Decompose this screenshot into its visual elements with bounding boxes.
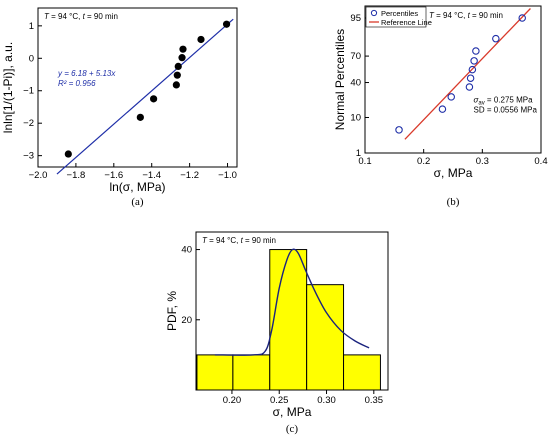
y-tick-label: 10 [350, 112, 361, 123]
panel-label: (c) [286, 423, 299, 435]
y-tick-label: 95 [350, 13, 361, 24]
x-tick-label: 0.20 [223, 395, 242, 406]
x-tick-label: 0.4 [534, 156, 547, 167]
percentile-point [472, 47, 480, 55]
histogram-bar [232, 354, 271, 391]
y-tick-label: 40 [181, 245, 192, 256]
y-axis-label: Normal Percentiles [333, 29, 347, 130]
conditions-annotation: T = 94 °C, t = 90 min [429, 11, 503, 20]
data-point [222, 20, 231, 28]
y-tick-label: 40 [350, 78, 361, 89]
x-tick-label: 0.30 [317, 395, 336, 406]
percentile-point [466, 74, 475, 82]
y-axis-label: lnln[1/(1-Pi)], a.u. [1, 42, 15, 133]
x-tick-label: 0.3 [476, 156, 489, 167]
plot-frame [364, 5, 542, 154]
histogram-bar [343, 354, 381, 391]
y-tick-label: 0 [29, 53, 34, 64]
x-tick-label: 0.35 [365, 395, 384, 406]
y-tick-label: 20 [181, 315, 192, 326]
data-point [64, 150, 72, 158]
data-point [136, 113, 144, 121]
data-point [174, 62, 182, 71]
mean-stress-text: σav = 0.275 MPa [474, 96, 534, 107]
histogram-bar [306, 284, 345, 391]
legend-marker-percentiles [370, 9, 378, 17]
y-tick-label: 1 [29, 21, 34, 32]
fit-r2: R² = 0.956 [58, 79, 96, 88]
x-tick-label: −1.8 [67, 170, 86, 181]
conditions-annotation: T = 94 °C, t = 90 min [44, 12, 118, 21]
histogram-bar [269, 249, 308, 391]
percentile-point [492, 34, 500, 43]
data-point [173, 71, 181, 79]
histogram-bar [196, 354, 234, 391]
panel-b: 0.1 0.2 0.3 0.4 1 10 40 70 95 PercentilesReferenc… [333, 5, 548, 208]
panel-c: 0.20 0.25 0.30 0.35 20 40 T = 94 °C, t = 90 mi… [165, 231, 389, 435]
x-axis-label: σ, MPa [434, 166, 473, 180]
y-tick-label: −2 [23, 118, 34, 129]
fit-equation: y = 6.18 + 5.13x [57, 69, 116, 78]
x-tick-label: −1.0 [218, 170, 237, 181]
conditions-annotation: T = 94 °C, t = 90 min [202, 236, 276, 245]
legend-label-reference: Reference Line [381, 18, 432, 27]
x-axis-label: σ, MPa [273, 405, 312, 419]
panel-label: (a) [131, 196, 144, 208]
data-point [179, 45, 187, 53]
panel-label: (b) [447, 196, 460, 208]
percentile-point [465, 83, 474, 91]
plot-frame [195, 231, 389, 391]
plot-frame [37, 7, 238, 168]
sd-text: SD = 0.0556 MPa [474, 106, 538, 115]
fit-line [56, 18, 234, 175]
data-point [178, 54, 186, 62]
x-tick-label: −1.4 [142, 170, 161, 181]
data-point [197, 35, 205, 44]
x-tick-label: 0.1 [358, 156, 371, 167]
y-tick-label: −3 [23, 151, 34, 162]
y-tick-label: −1 [23, 86, 34, 97]
x-tick-label: −1.6 [104, 170, 123, 181]
y-tick-label: 70 [350, 51, 361, 62]
x-tick-label: 0.25 [270, 395, 289, 406]
percentile-point [438, 105, 447, 113]
panel-a: −2.0 −1.8 −1.6 −1.4 −1.2 −1.0 −3 −2 −1 0 1 T = 94 °… [1, 7, 238, 208]
legend-box [365, 6, 427, 28]
data-point [172, 81, 180, 89]
percentile-point [470, 57, 478, 65]
x-axis-label: ln(σ, MPa) [109, 180, 165, 194]
percentile-point [395, 126, 403, 134]
percentile-point [518, 14, 526, 22]
x-tick-label: 0.2 [417, 156, 430, 167]
y-tick-label: 1 [356, 148, 361, 159]
x-tick-label: −1.2 [180, 170, 199, 181]
y-axis-label: PDF, % [165, 291, 179, 331]
percentile-point [447, 93, 455, 101]
x-tick-label: −2.0 [29, 170, 48, 181]
pdf-curve [214, 248, 370, 356]
reference-line [404, 8, 531, 140]
data-point [150, 95, 158, 103]
legend-label-percentiles: Percentiles [381, 9, 418, 18]
percentile-point [468, 65, 477, 74]
